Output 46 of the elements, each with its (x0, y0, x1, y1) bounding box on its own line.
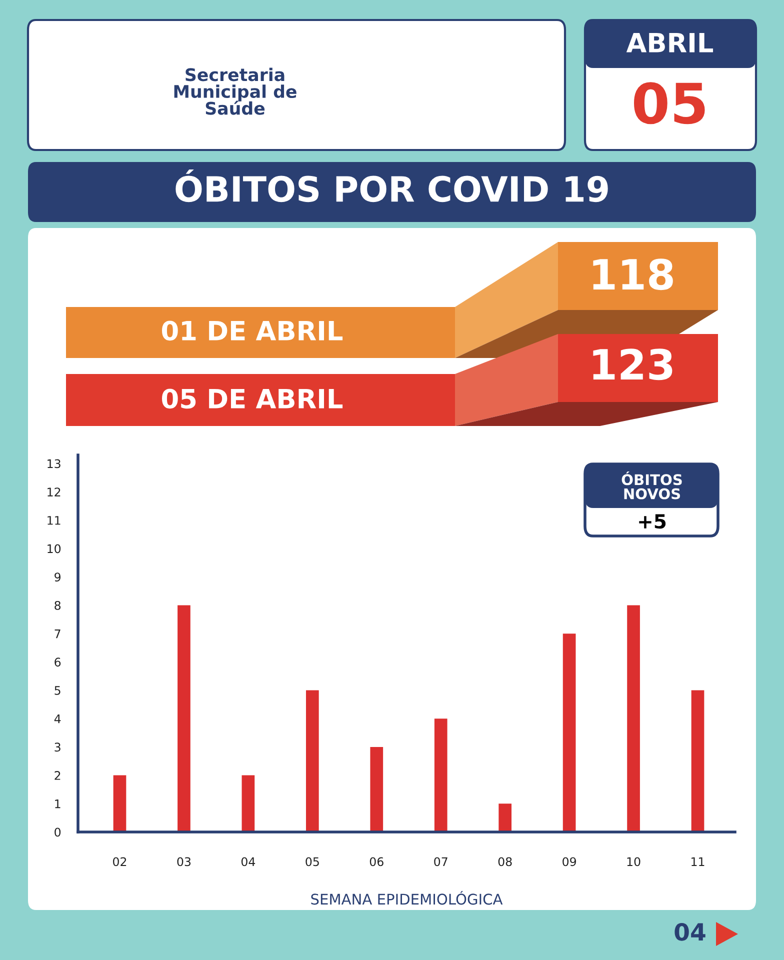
bar (370, 746, 384, 832)
text: 01 DE ABRIL (162, 320, 343, 341)
bar (434, 718, 448, 832)
x-tick-label: 09 (562, 857, 576, 866)
x-axis-title: SEMANA EPIDEMIOLÓGICA (311, 891, 503, 905)
x-tick-label: 04 (241, 857, 256, 866)
y-tick-label: 5 (54, 686, 60, 695)
x-tick-label: 10 (627, 857, 640, 866)
y-tick-label: 12 (48, 488, 60, 496)
x-tick-label: 11 (692, 857, 704, 866)
annotation: ÓBITOS NOVOS (622, 471, 682, 500)
bar (306, 690, 319, 832)
bar (178, 605, 190, 832)
text: 123 (593, 348, 672, 380)
annotation: +5 (639, 514, 666, 529)
bar (627, 605, 640, 832)
x-tick-label: 03 (177, 857, 191, 866)
bar (113, 775, 126, 832)
y-tick-label: 0 (54, 828, 61, 837)
y-tick-label: 9 (54, 572, 61, 582)
x-tick-label: 02 (113, 857, 126, 866)
bar (691, 690, 704, 832)
y-tick-label: 7 (54, 629, 60, 638)
bar (498, 804, 512, 832)
text: ABRIL (626, 33, 714, 52)
text: 05 (634, 82, 705, 124)
x-tick-label: 07 (434, 857, 448, 866)
x-tick-label: 08 (498, 857, 512, 866)
chart-title: ÓBITOS POR COVID 19 (176, 169, 608, 202)
text: 04 (674, 922, 706, 941)
y-tick-label: 10 (48, 544, 61, 554)
y-tick-label: 4 (54, 714, 61, 724)
text: 05 DE ABRIL (162, 388, 343, 409)
y-tick-label: 6 (54, 658, 61, 667)
y-tick-label: 3 (54, 742, 60, 752)
y-tick-label: 13 (48, 459, 60, 468)
bar (562, 634, 576, 832)
text: Secretaria Municipal de Saúde (174, 68, 296, 115)
y-tick-label: 2 (54, 771, 60, 780)
y-tick-label: 8 (54, 600, 61, 610)
y-tick-label: 1 (55, 800, 60, 808)
y-tick-label: 11 (48, 516, 60, 525)
x-tick-label: 06 (370, 857, 384, 866)
text: 118 (593, 258, 673, 290)
x-tick-label: 05 (306, 857, 319, 866)
bar (242, 775, 255, 832)
